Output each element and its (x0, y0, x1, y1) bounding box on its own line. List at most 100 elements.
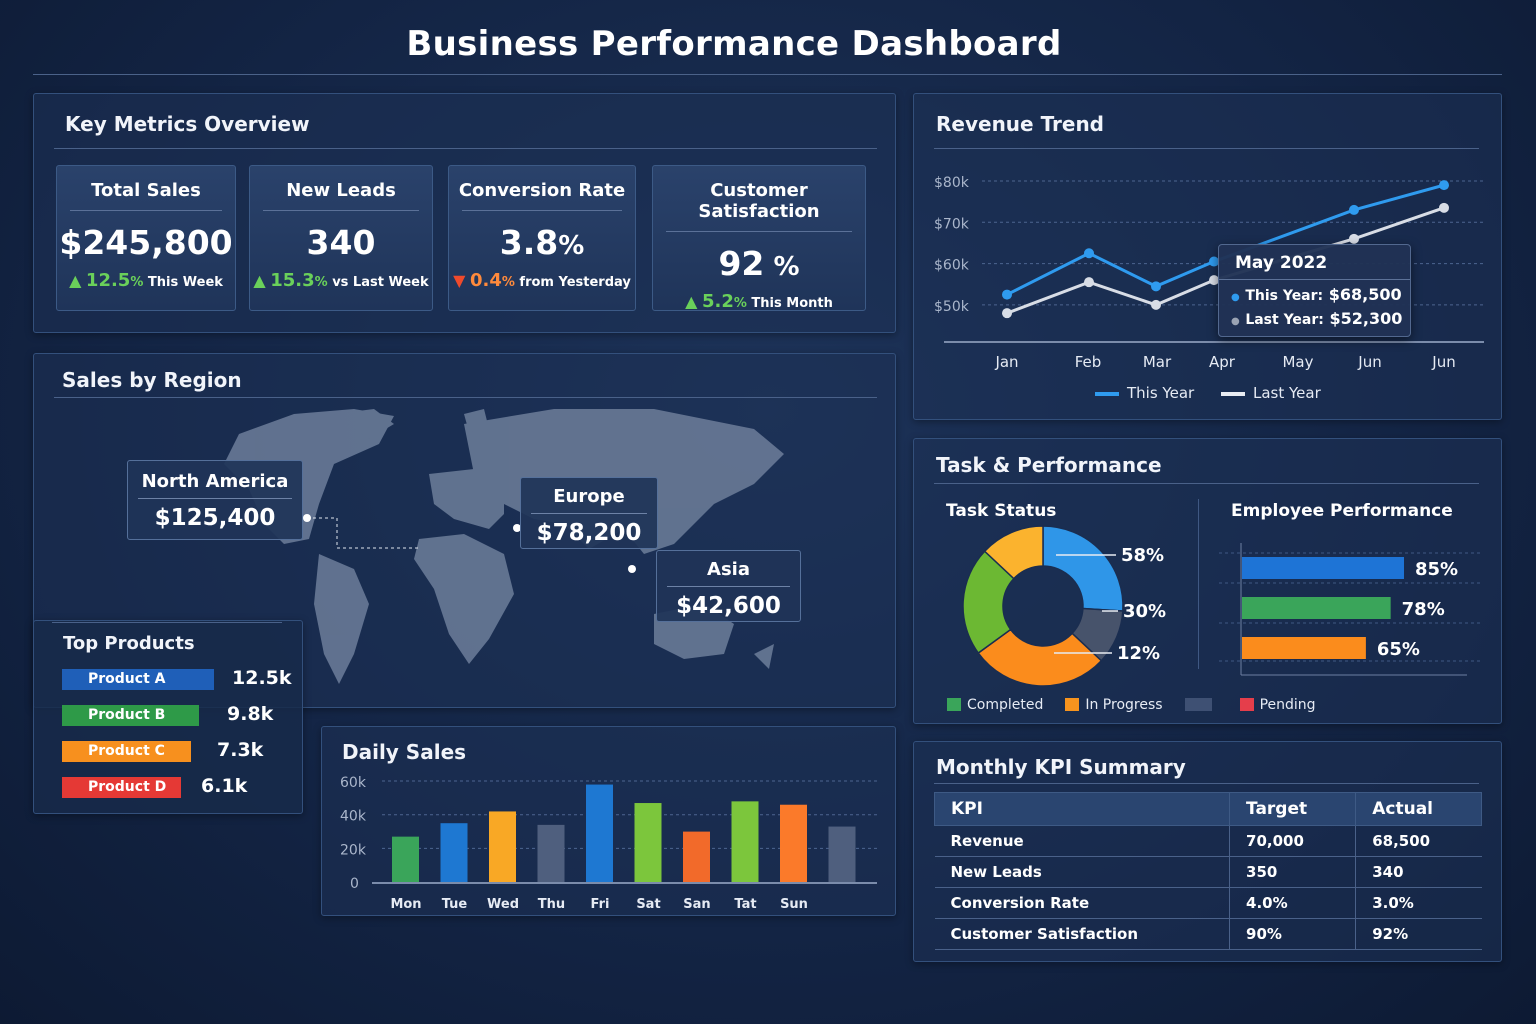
daily-sales-panel: Daily Sales 60k 40k 20k 0 Mon Tue Wed Thu Fri Sat… (321, 726, 896, 916)
column-header: KPI (933, 792, 1231, 826)
x-tick-label: Jun (1431, 353, 1455, 371)
y-tick-label: 0 (350, 876, 359, 892)
column-header: Target (1229, 792, 1357, 826)
data-point (1084, 248, 1094, 259)
monthly-kpi-panel: Monthly KPI Summary KPI Target Actual Reven… (913, 741, 1502, 962)
product-bar: Product B (62, 705, 199, 726)
y-tick-label: 40k (340, 809, 367, 825)
product-bar: Product A (62, 669, 214, 690)
table-cell: New Leads (934, 856, 1230, 888)
legend-item: In Progress (1065, 697, 1163, 713)
bar (780, 804, 807, 882)
task-performance-panel: Task & Performance Task Status Employee … (913, 438, 1502, 724)
legend-item (1184, 697, 1218, 713)
data-point (1439, 202, 1449, 213)
product-bar: Product D (62, 777, 181, 798)
y-tick-label: $60k (934, 258, 970, 274)
x-tick-label: Tat (734, 897, 756, 912)
table-cell: 70,000 (1229, 825, 1356, 857)
chart-tooltip: May 2022 ● This Year: $68,500 ● Last Yea… (1218, 244, 1411, 337)
series-line (1006, 183, 1445, 296)
table-row: Conversion Rate 4.0% 3.0% (934, 887, 1482, 919)
x-tick-label: Fri (591, 897, 610, 912)
table-row: Revenue 70,000 68,500 (934, 825, 1482, 857)
task-charts: 58% 30% 12% 85% 78% 65% (962, 525, 1482, 687)
legend-item: Completed (947, 697, 1043, 713)
region-label-europe: Europe $78,200 (520, 477, 658, 549)
revenue-trend-panel: Revenue Trend $80k $70k $60k $50k Jan Feb Mar A… (913, 93, 1502, 420)
donut-label: 12% (1117, 643, 1160, 664)
x-tick-label: Jan (994, 353, 1018, 371)
x-tick-label: Mon (390, 897, 421, 912)
data-point (1209, 256, 1219, 267)
bar (828, 826, 856, 882)
metric-card: New Leads 340 ▲ 15.3% vs Last Week (249, 165, 433, 311)
bar (489, 811, 516, 882)
x-tick-label: Wed (487, 897, 519, 912)
panel-title: Sales by Region (62, 368, 242, 392)
series-line (1006, 206, 1445, 315)
table-cell: 92% (1355, 918, 1482, 950)
performance-bar (1242, 557, 1404, 579)
x-tick-label: Sun (780, 897, 808, 912)
arrow-up-icon: ▲ (69, 271, 82, 290)
table-cell: 4.0% (1229, 887, 1356, 919)
product-value: 7.3k (217, 739, 264, 761)
donut-segment (1042, 525, 1124, 612)
y-tick-label: $50k (934, 299, 970, 315)
panel-title: Key Metrics Overview (65, 112, 310, 136)
x-tick-label: San (683, 897, 710, 912)
arrow-up-icon: ▲ (685, 292, 698, 311)
divider (33, 74, 1502, 75)
data-point (1084, 277, 1094, 288)
table-cell: 340 (1355, 856, 1482, 888)
daily-sales-chart: 60k 40k 20k 0 Mon Tue Wed Thu Fri Sat San Tat Sun (340, 775, 877, 912)
x-tick-label: Apr (1209, 353, 1236, 371)
bar-label: 85% (1415, 559, 1458, 580)
y-tick-label: $70k (934, 216, 970, 232)
donut-label: 30% (1123, 601, 1166, 622)
donut-label: 58% (1121, 545, 1164, 566)
y-tick-label: 20k (340, 842, 367, 858)
data-point (1151, 299, 1161, 310)
data-point (1349, 204, 1359, 215)
x-tick-label: May (1282, 353, 1313, 371)
table-cell: 3.0% (1355, 887, 1482, 919)
data-point (1002, 308, 1012, 319)
arrow-down-icon: ▼ (453, 271, 466, 290)
task-status-legend: Completed In Progress Pending (947, 697, 1338, 713)
table-cell: Customer Satisfaction (934, 918, 1230, 950)
bar-label: 78% (1402, 599, 1445, 620)
x-tick-label: Jun (1357, 353, 1381, 371)
region-label-asia: Asia $42,600 (656, 550, 801, 622)
bar (683, 831, 710, 882)
bar (731, 801, 759, 882)
y-tick-label: 60k (340, 775, 367, 791)
page-title: Business Performance Dashboard (406, 24, 1062, 64)
revenue-line-chart: $80k $70k $60k $50k Jan Feb Mar Apr May Jun Jun (934, 175, 1484, 371)
column-header: Actual (1355, 792, 1482, 826)
bar (537, 824, 565, 882)
table-cell: 90% (1229, 918, 1356, 950)
data-point (1151, 281, 1161, 292)
panel-title: Task & Performance (936, 453, 1162, 477)
bar-label: 65% (1377, 639, 1420, 660)
x-tick-label: Feb (1075, 353, 1102, 371)
chart-legend: This Year Last Year (1095, 384, 1321, 402)
metric-card: Conversion Rate 3.8% ▼ 0.4% from Yesterd… (448, 165, 636, 311)
product-value: 9.8k (227, 703, 274, 725)
x-tick-label: Thu (538, 897, 565, 912)
performance-bar (1242, 597, 1391, 619)
panel-title: Top Products (63, 633, 195, 654)
panel-title: Revenue Trend (936, 112, 1104, 136)
data-point (1209, 275, 1219, 286)
x-tick-label: Sat (636, 897, 660, 912)
product-value: 6.1k (201, 775, 248, 797)
data-point (1439, 180, 1449, 191)
table-cell: 68,500 (1355, 825, 1482, 857)
metric-card: Customer Satisfaction 92 % ▲ 5.2% This M… (652, 165, 866, 312)
bar (586, 784, 613, 882)
table-cell: Conversion Rate (934, 887, 1230, 919)
table-cell: Revenue (934, 825, 1230, 857)
bar (634, 803, 662, 882)
